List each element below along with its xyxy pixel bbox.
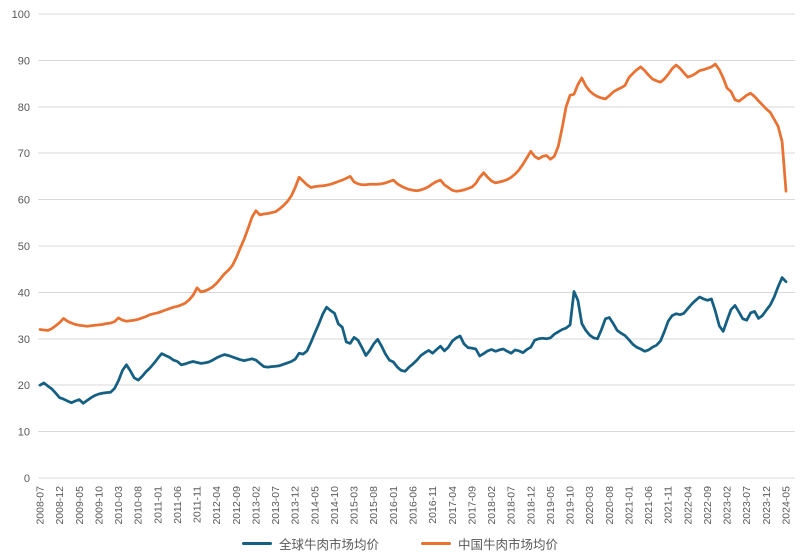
- x-axis-label: 2021-06: [643, 486, 655, 525]
- y-axis-label-50: 50: [18, 241, 30, 253]
- x-axis-label: 2009-10: [93, 486, 105, 525]
- x-axis-label: 2008-07: [35, 486, 47, 525]
- x-axis-label: 2012-04: [211, 486, 223, 525]
- x-axis-label: 2017-04: [447, 486, 459, 525]
- x-axis-label: 2015-08: [368, 486, 380, 525]
- x-axis-label: 2016-01: [388, 486, 400, 525]
- x-axis-label: 2017-09: [466, 486, 478, 525]
- y-axis-label-80: 80: [18, 102, 30, 114]
- x-axis-label: 2013-07: [270, 486, 282, 525]
- x-axis-label: 2008-12: [54, 486, 66, 525]
- x-axis-label: 2021-11: [663, 486, 675, 524]
- y-axis-label-60: 60: [18, 195, 30, 207]
- x-axis-label: 2022-09: [702, 486, 714, 525]
- y-axis-label-40: 40: [18, 287, 30, 299]
- x-axis-label: 2016-11: [427, 486, 439, 524]
- y-axis-label-10: 10: [18, 427, 30, 439]
- y-axis-label-90: 90: [18, 55, 30, 67]
- y-axis-label-70: 70: [18, 148, 30, 160]
- x-axis-label: 2014-10: [329, 486, 341, 525]
- x-axis-label: 2009-05: [74, 486, 86, 525]
- x-axis-label: 2022-04: [682, 486, 694, 525]
- series-line-china: [38, 62, 788, 332]
- x-axis-label: 2011-06: [172, 486, 184, 524]
- legend-label-china: 中国牛肉市场均价: [458, 538, 559, 552]
- legend-item-china: 中国牛肉市场均价: [421, 534, 558, 553]
- x-axis-label: 2010-03: [113, 486, 125, 525]
- x-axis-label: 2020-03: [584, 486, 596, 525]
- x-axis-label: 2023-12: [761, 486, 773, 525]
- x-axis-label: 2014-05: [309, 486, 321, 525]
- x-axis-label: 2018-12: [525, 486, 537, 525]
- x-axis-label: 2015-03: [349, 486, 361, 525]
- x-axis-label: 2010-08: [133, 486, 145, 525]
- y-axis-label-20: 20: [18, 380, 30, 392]
- x-axis-label: 2021-01: [623, 486, 635, 525]
- y-axis-label-30: 30: [18, 334, 30, 346]
- x-axis-label: 2012-09: [231, 486, 243, 525]
- x-axis-label: 2019-05: [545, 486, 557, 525]
- x-axis-label: 2016-06: [408, 486, 420, 525]
- legend-label-global: 全球牛肉市场均价: [278, 538, 379, 552]
- x-axis-label: 2020-08: [604, 486, 616, 525]
- legend-swatch-global-line: [241, 541, 272, 546]
- legend-item-global: 全球牛肉市场均价: [241, 534, 379, 553]
- y-axis-label-0: 0: [24, 473, 30, 485]
- legend: 全球牛肉市场均价 中国牛肉市场均价: [0, 534, 800, 553]
- series-line-global: [38, 276, 788, 405]
- x-axis-label: 2023-07: [741, 486, 753, 525]
- x-axis-label: 2023-02: [722, 486, 734, 525]
- x-axis-label: 2018-02: [486, 486, 498, 525]
- x-axis-label: 2024-05: [781, 486, 793, 525]
- x-axis-label: 2013-12: [290, 486, 302, 525]
- x-axis-label: 2011-11: [192, 486, 204, 523]
- x-axis-label: 2013-02: [250, 486, 262, 525]
- y-axis-label-100: 100: [12, 9, 30, 21]
- x-axis-label: 2018-07: [506, 486, 518, 525]
- legend-swatch-china-line: [421, 541, 451, 546]
- x-axis-label: 2019-10: [565, 486, 577, 525]
- x-axis-label: 2011-01: [152, 486, 164, 524]
